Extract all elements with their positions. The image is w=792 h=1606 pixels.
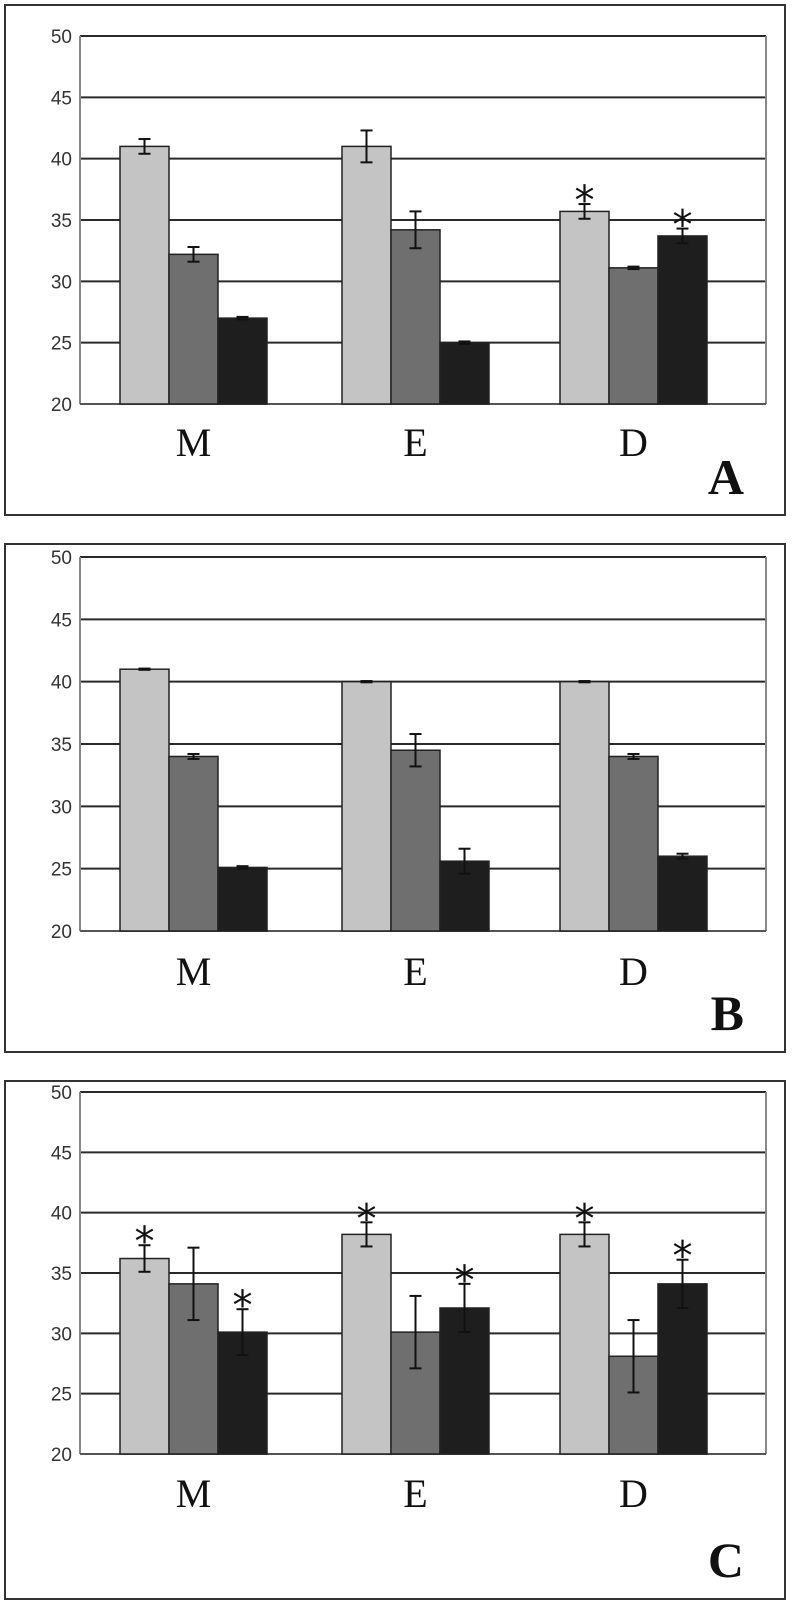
y-tick-label: 50 bbox=[51, 27, 72, 48]
bar bbox=[657, 235, 708, 405]
y-tick-label: 40 bbox=[51, 673, 72, 694]
x-category-label: E bbox=[403, 420, 427, 465]
y-tick-label: 20 bbox=[51, 1445, 72, 1466]
x-category-label: D bbox=[619, 1471, 648, 1516]
chart-b-svg: 20 25 30 35 40 45 50 M E D B bbox=[51, 548, 767, 1041]
y-tick-label: 35 bbox=[51, 211, 72, 232]
panel-label: A bbox=[708, 449, 744, 505]
x-category-label: D bbox=[619, 949, 648, 994]
y-tick-label: 45 bbox=[51, 1143, 72, 1164]
x-category-label: E bbox=[403, 949, 427, 994]
bar bbox=[217, 866, 268, 932]
significance-star: * bbox=[575, 1196, 595, 1242]
bar bbox=[559, 680, 610, 932]
y-tick-label: 20 bbox=[51, 395, 72, 416]
x-category-label: E bbox=[403, 1471, 427, 1516]
y-tick-label: 35 bbox=[51, 1264, 72, 1285]
bar bbox=[341, 1233, 392, 1455]
bar bbox=[217, 317, 268, 405]
significance-star: * bbox=[673, 203, 693, 249]
y-tick-label: 50 bbox=[51, 1083, 72, 1104]
significance-star: * bbox=[575, 178, 595, 224]
x-category-label: M bbox=[176, 1471, 212, 1516]
bar bbox=[559, 1233, 610, 1455]
chart-c-svg: 20 25 30 35 40 45 50 * * M * * E * * D C bbox=[51, 1083, 767, 1588]
panel-label: B bbox=[711, 985, 744, 1041]
bar bbox=[439, 341, 490, 405]
bar bbox=[390, 749, 441, 932]
x-category-label: M bbox=[176, 949, 212, 994]
bar bbox=[119, 668, 170, 932]
bar bbox=[608, 267, 659, 405]
bar bbox=[390, 229, 441, 405]
significance-star: * bbox=[357, 1196, 377, 1242]
y-tick-label: 45 bbox=[51, 610, 72, 631]
chart-panel-b: 20 25 30 35 40 45 50 M E D B bbox=[4, 543, 786, 1053]
chart-a-svg: 20 25 30 35 40 45 50 M E * * D A bbox=[51, 27, 767, 505]
bar bbox=[559, 210, 610, 405]
y-tick-label: 20 bbox=[51, 922, 72, 943]
chart-panel-c: 20 25 30 35 40 45 50 * * M * * E * * D C bbox=[4, 1080, 786, 1600]
y-tick-label: 25 bbox=[51, 860, 72, 881]
y-tick-label: 30 bbox=[51, 272, 72, 293]
significance-star: * bbox=[233, 1283, 253, 1329]
bar bbox=[657, 855, 708, 932]
y-tick-label: 25 bbox=[51, 1385, 72, 1406]
bar bbox=[217, 1331, 268, 1455]
y-tick-label: 40 bbox=[51, 1204, 72, 1225]
y-tick-label: 50 bbox=[51, 548, 72, 569]
significance-star: * bbox=[135, 1219, 155, 1265]
y-tick-label: 25 bbox=[51, 334, 72, 355]
y-tick-label: 40 bbox=[51, 150, 72, 171]
x-category-label: D bbox=[619, 420, 648, 465]
bar bbox=[657, 1283, 708, 1455]
bar bbox=[119, 1257, 170, 1455]
bar bbox=[608, 755, 659, 932]
bar bbox=[119, 145, 170, 405]
y-tick-label: 35 bbox=[51, 735, 72, 756]
significance-star: * bbox=[455, 1258, 475, 1304]
bar bbox=[341, 680, 392, 932]
bar bbox=[168, 755, 219, 932]
y-tick-label: 30 bbox=[51, 1324, 72, 1345]
bar bbox=[341, 145, 392, 405]
bar bbox=[168, 253, 219, 405]
y-tick-label: 45 bbox=[51, 88, 72, 109]
chart-panel-a: 20 25 30 35 40 45 50 M E * * D A bbox=[4, 4, 786, 516]
x-category-label: M bbox=[176, 420, 212, 465]
y-tick-label: 30 bbox=[51, 797, 72, 818]
significance-star: * bbox=[673, 1234, 693, 1280]
panel-label: C bbox=[708, 1532, 744, 1588]
